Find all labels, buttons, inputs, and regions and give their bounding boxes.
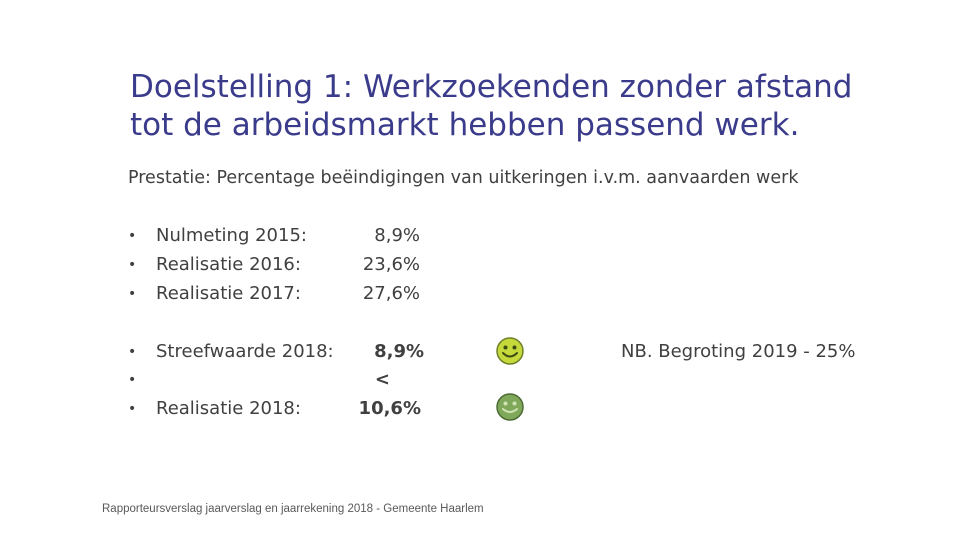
bullet-row-realisation-2018: • Realisatie 2018: 10,6% [128, 397, 421, 421]
slide-title-line-1: Doelstelling 1: Werkzoekenden zonder afs… [130, 69, 853, 105]
smiley-face-icon [496, 393, 524, 421]
slide-footer: Rapporteursverslag jaarverslag en jaarre… [102, 503, 484, 515]
smiley-face-icon [496, 337, 524, 365]
slide-title: Doelstelling 1: Werkzoekenden zonder afs… [130, 68, 930, 144]
row-label: Streefwaarde 2018: [156, 341, 334, 362]
bullet-glyph: • [128, 344, 137, 360]
bullet-row-target-2018: • Streefwaarde 2018: 8,9% [128, 340, 424, 364]
row-value: 8,9% [374, 341, 424, 362]
row-label: Realisatie 2018: [156, 398, 301, 419]
row-label: Realisatie 2016: [156, 254, 301, 275]
bullet-row-2017: • Realisatie 2017: 27,6% [128, 282, 420, 306]
budget-note: NB. Begroting 2019 - 25% [621, 341, 856, 362]
performance-subtitle: Prestatie: Percentage beëindigingen van … [128, 168, 799, 188]
bullet-row-baseline: • Nulmeting 2015: 8,9% [128, 224, 420, 248]
bullet-row-comparison: • < [128, 368, 390, 392]
bullet-glyph: • [128, 286, 137, 302]
bullet-glyph: • [128, 372, 137, 388]
row-value: 10,6% [358, 398, 421, 419]
row-value: 8,9% [374, 225, 420, 246]
bullet-glyph: • [128, 401, 137, 417]
comparison-sign: < [374, 369, 390, 390]
bullet-glyph: • [128, 257, 137, 273]
row-value: 27,6% [362, 283, 420, 304]
bullet-row-2016: • Realisatie 2016: 23,6% [128, 253, 420, 277]
row-value: 23,6% [362, 254, 420, 275]
slide-title-line-2: tot de arbeidsmarkt hebben passend werk. [130, 107, 800, 143]
bullet-glyph: • [128, 228, 137, 244]
row-label: Realisatie 2017: [156, 283, 301, 304]
row-label: Nulmeting 2015: [156, 225, 307, 246]
